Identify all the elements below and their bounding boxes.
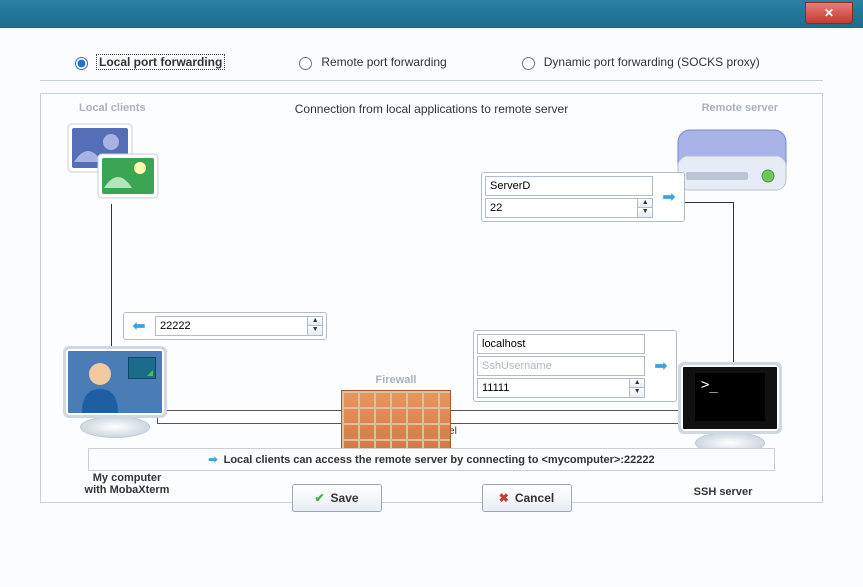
ssh-user-input[interactable] <box>478 358 644 374</box>
ssh-user-field[interactable] <box>477 356 645 376</box>
tab-remote-label: Remote port forwarding <box>321 55 446 69</box>
my-computer-caption-line1: My computer <box>93 472 161 484</box>
arrow-right-icon <box>208 454 223 466</box>
remote-port-spinner[interactable]: ▲▼ <box>637 199 652 217</box>
forwarded-port-field[interactable]: ▲▼ <box>155 316 323 336</box>
arrow-left-icon <box>127 316 151 336</box>
radio-dynamic[interactable] <box>522 57 535 70</box>
radio-remote[interactable] <box>299 57 312 70</box>
local-clients-icon <box>66 122 161 202</box>
arrow-right-icon <box>657 187 681 207</box>
forwarded-port-spinner[interactable]: ▲▼ <box>307 317 322 335</box>
cross-icon: ✖ <box>499 491 509 505</box>
dialog-buttons: ✔ Save ✖ Cancel <box>0 484 863 512</box>
dialog-content: Local port forwarding Remote port forwar… <box>0 28 863 587</box>
tab-local-label: Local port forwarding <box>97 55 224 69</box>
firewall-label: Firewall <box>341 374 451 386</box>
cancel-button-label: Cancel <box>515 491 554 505</box>
ssh-port-spinner[interactable]: ▲▼ <box>629 379 644 397</box>
wire <box>111 204 112 354</box>
wire <box>733 202 734 366</box>
tab-remote-forwarding[interactable]: Remote port forwarding <box>294 54 446 70</box>
ssh-port-input[interactable] <box>478 380 629 396</box>
tab-dynamic-label: Dynamic port forwarding (SOCKS proxy) <box>544 55 760 69</box>
mobaxterm-badge-icon <box>128 357 156 379</box>
forwarded-port-group: ▲▼ <box>123 312 327 340</box>
remote-server-field[interactable] <box>485 176 653 196</box>
check-icon: ✔ <box>314 491 324 505</box>
spinner-up-icon[interactable]: ▲ <box>308 317 322 326</box>
label-local-clients: Local clients <box>79 102 146 114</box>
arrow-right-icon <box>649 356 673 376</box>
spinner-down-icon[interactable]: ▼ <box>638 208 652 217</box>
tunnel-diagram: Local clients Remote server Connection f… <box>40 93 823 503</box>
my-computer-icon <box>55 346 175 456</box>
spinner-up-icon[interactable]: ▲ <box>638 199 652 208</box>
radio-local[interactable] <box>75 57 88 70</box>
forwarding-type-tabs: Local port forwarding Remote port forwar… <box>40 48 823 81</box>
info-text: Local clients can access the remote serv… <box>224 454 655 466</box>
save-button[interactable]: ✔ Save <box>292 484 382 512</box>
save-button-label: Save <box>331 491 359 505</box>
titlebar <box>0 0 863 28</box>
remote-port-field[interactable]: ▲▼ <box>485 198 653 218</box>
terminal-icon: >_ <box>695 373 765 421</box>
remote-server-input[interactable] <box>486 178 652 194</box>
remote-port-input[interactable] <box>486 200 637 216</box>
info-bar: Local clients can access the remote serv… <box>88 448 775 471</box>
close-button[interactable] <box>805 2 853 24</box>
spinner-down-icon[interactable]: ▼ <box>630 388 644 397</box>
ssh-port-field[interactable]: ▲▼ <box>477 378 645 398</box>
forwarded-port-input[interactable] <box>156 318 307 334</box>
ssh-host-input[interactable] <box>478 336 644 352</box>
tab-local-forwarding[interactable]: Local port forwarding <box>70 54 224 70</box>
spinner-down-icon[interactable]: ▼ <box>308 326 322 335</box>
cancel-button[interactable]: ✖ Cancel <box>482 484 572 512</box>
ssh-server-group: ▲▼ <box>473 330 677 402</box>
spinner-up-icon[interactable]: ▲ <box>630 379 644 388</box>
connection-description: Connection from local applications to re… <box>295 102 568 116</box>
label-remote-server: Remote server <box>702 102 778 114</box>
tab-dynamic-forwarding[interactable]: Dynamic port forwarding (SOCKS proxy) <box>517 54 760 70</box>
remote-server-group: ▲▼ <box>481 172 685 222</box>
remote-server-icon <box>672 122 792 202</box>
ssh-host-field[interactable] <box>477 334 645 354</box>
